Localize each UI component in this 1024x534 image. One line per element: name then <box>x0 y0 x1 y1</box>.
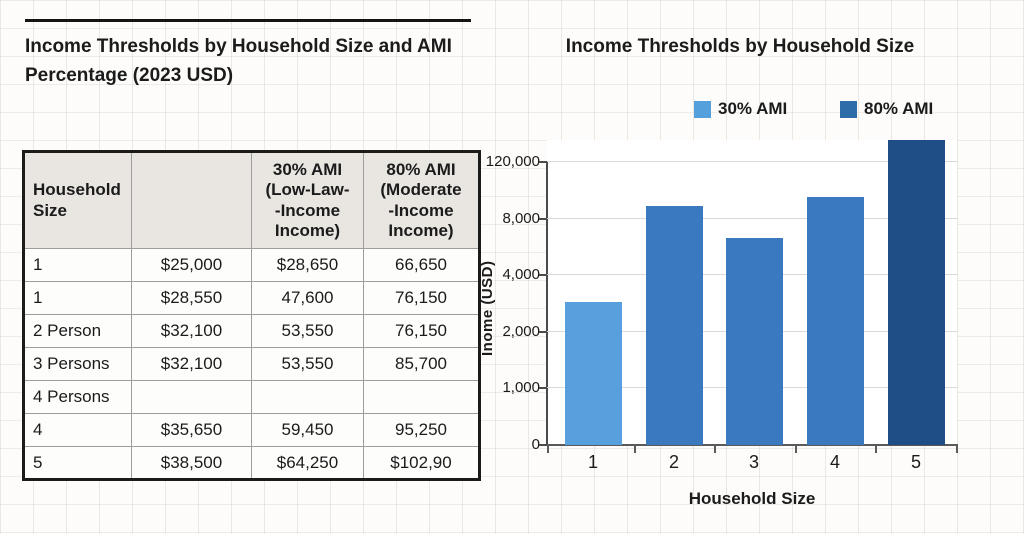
table-cell: 1 <box>23 248 132 282</box>
x-tick-label: 3 <box>748 452 759 472</box>
table-cell: $32,100 <box>131 314 252 348</box>
chart-plot-area <box>539 140 958 453</box>
table-cell: 4 Persons <box>23 380 132 414</box>
table-cell: 85,700 <box>363 347 480 381</box>
income-table: Household Size 30% AMI (Low-Law- -Income… <box>22 150 481 481</box>
x-tick-label: 4 <box>829 452 840 472</box>
table-cell: 53,550 <box>251 314 364 348</box>
table-cell: $102,90 <box>363 446 480 480</box>
bar-household-3 <box>725 238 783 445</box>
table-row: 4 Persons <box>23 380 480 414</box>
chart-title: Income Thresholds by Household Size <box>565 36 915 57</box>
y-tick-mark <box>539 387 547 390</box>
table-cell: 47,600 <box>251 281 364 315</box>
x-tick-label: 5 <box>910 452 921 472</box>
x-tick-mark <box>714 446 716 453</box>
y-tick-label: 8,000 <box>502 209 540 227</box>
table-cell: 5 <box>23 446 132 480</box>
title-rule <box>25 19 471 22</box>
y-tick-label: 4,000 <box>502 266 540 284</box>
table-cell: 76,150 <box>363 314 480 348</box>
legend-swatch-30-ami-icon <box>694 100 711 118</box>
table-row: 5 $38,500 $64,250 $102,90 <box>23 446 480 480</box>
y-tick-label: 2,000 <box>502 322 540 340</box>
y-tick-mark <box>539 330 547 333</box>
table-cell: $28,550 <box>131 281 252 315</box>
legend-label-80-ami: 80% AMI <box>864 99 934 118</box>
table-cell: $64,250 <box>251 446 364 480</box>
table-cell: 76,150 <box>363 281 480 315</box>
x-tick-label: 2 <box>668 452 679 472</box>
table-cell: 95,250 <box>363 413 480 447</box>
income-table-header: Household Size 30% AMI (Low-Law- -Income… <box>23 151 480 249</box>
table-cell: $32,100 <box>131 347 252 381</box>
table-cell: $28,650 <box>251 248 364 282</box>
table-cell: 66,650 <box>363 248 480 282</box>
header-80-ami: 80% AMI (Moderate -Income Income) <box>363 151 480 249</box>
table-cell: 59,450 <box>251 413 364 447</box>
legend-label-30-ami: 30% AMI <box>718 99 788 118</box>
bar-household-5 <box>887 140 945 445</box>
table-row: 4 $35,650 59,450 95,250 <box>23 413 480 447</box>
table-cell <box>251 380 364 414</box>
gridline <box>547 161 957 162</box>
table-row: 1 $25,000 $28,650 66,650 <box>23 248 480 282</box>
x-axis-line <box>546 444 958 446</box>
y-tick-mark <box>539 444 547 446</box>
table-cell: 4 <box>23 413 132 447</box>
header-empty <box>131 151 252 249</box>
y-tick-label: 120,000 <box>485 153 540 170</box>
x-tick-labels: 1 2 3 4 5 <box>547 452 957 476</box>
table-cell: $25,000 <box>131 248 252 282</box>
y-tick-mark <box>539 217 547 220</box>
y-tick-mark <box>539 274 547 277</box>
y-tick-labels: 0 1,000 2,000 4,000 8,000 120,000 <box>428 140 540 453</box>
table-row: 2 Person $32,100 53,550 76,150 <box>23 314 480 348</box>
table-cell <box>131 380 252 414</box>
y-axis-line <box>546 161 548 445</box>
table-cell: $38,500 <box>131 446 252 480</box>
x-tick-mark <box>633 446 636 453</box>
table-cell: 53,550 <box>251 347 364 381</box>
legend-item-80-ami: 80% AMI <box>840 99 933 119</box>
table-cell: $35,650 <box>131 413 252 447</box>
chart-legend: 30% AMI 80% AMI <box>0 99 1024 119</box>
x-tick-mark <box>794 446 797 453</box>
table-cell: 1 <box>23 281 132 315</box>
y-tick-label: 1,000 <box>502 379 540 397</box>
x-tick-mark <box>875 446 877 453</box>
table-row: 3 Persons $32,100 53,550 85,700 <box>23 347 480 381</box>
legend-swatch-80-ami-icon <box>840 100 857 118</box>
x-axis-title: Household Size <box>688 489 816 508</box>
y-tick-label: 0 <box>531 436 540 453</box>
table-header-row: Household Size 30% AMI (Low-Law- -Income… <box>23 151 480 249</box>
legend-item-30-ami: 30% AMI <box>694 99 787 119</box>
table-row: 1 $28,550 47,600 76,150 <box>23 281 480 315</box>
gridline <box>547 217 957 219</box>
table-cell: 3 Persons <box>23 347 132 381</box>
bar-household-1 <box>564 302 622 445</box>
x-tick-mark <box>547 446 549 453</box>
bar-household-4 <box>806 197 864 445</box>
y-tick-mark <box>539 161 547 163</box>
bar-household-2 <box>645 206 703 445</box>
x-tick-label: 1 <box>587 452 598 472</box>
header-household-size: Household Size <box>23 151 132 249</box>
table-cell: 2 Person <box>23 314 132 348</box>
table-cell <box>363 380 480 414</box>
income-table-body: 1 $25,000 $28,650 66,650 1 $28,550 47,600 76,15… <box>23 248 480 480</box>
header-30-ami: 30% AMI (Low-Law- -Income Income) <box>251 151 364 249</box>
table-title: Income Thresholds by Household Size and … <box>25 36 452 86</box>
x-tick-mark <box>955 446 958 453</box>
